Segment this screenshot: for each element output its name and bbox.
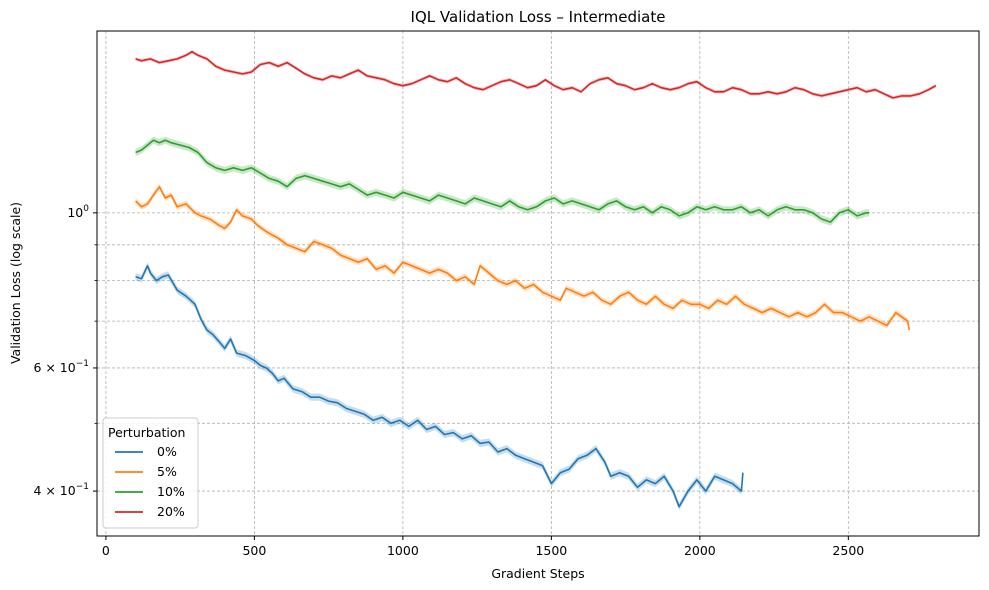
y-tick-label: 100 bbox=[67, 204, 89, 220]
plot-frame bbox=[96, 30, 980, 537]
series-line bbox=[135, 264, 744, 508]
y-tick-label: 4 × 10−1 bbox=[33, 482, 89, 498]
x-tick-label: 2500 bbox=[832, 543, 864, 558]
series-line bbox=[135, 185, 910, 331]
x-tick-label: 1000 bbox=[387, 543, 419, 558]
y-axis: 100 6 × 10−1 4 × 10−1 bbox=[33, 204, 97, 498]
x-tick-label: 1500 bbox=[535, 543, 567, 558]
legend-entry: 20% bbox=[157, 504, 185, 519]
grid bbox=[97, 31, 979, 536]
legend-title: Perturbation bbox=[108, 425, 185, 440]
series-band bbox=[135, 136, 870, 226]
x-axis-label: Gradient Steps bbox=[491, 566, 584, 581]
legend-box bbox=[102, 417, 199, 529]
x-tick-label: 0 bbox=[102, 543, 110, 558]
x-tick-label: 2000 bbox=[684, 543, 716, 558]
legend: Perturbation 0% 5% 10% 20% bbox=[102, 417, 199, 529]
legend-entry: 10% bbox=[157, 484, 185, 499]
x-tick-label: 500 bbox=[242, 543, 266, 558]
series-band bbox=[135, 49, 936, 100]
series-line bbox=[135, 50, 937, 99]
series-lines bbox=[135, 50, 937, 508]
x-axis: 0 500 1000 1500 2000 2500 bbox=[102, 536, 864, 558]
y-axis-label: Validation Loss (log scale) bbox=[8, 202, 23, 364]
legend-entry: 0% bbox=[157, 444, 177, 459]
legend-entry: 5% bbox=[157, 464, 177, 479]
confidence-bands bbox=[135, 49, 936, 511]
y-tick-label: 6 × 10−1 bbox=[33, 359, 89, 375]
series-line bbox=[135, 139, 870, 223]
chart-title: IQL Validation Loss – Intermediate bbox=[411, 8, 666, 26]
